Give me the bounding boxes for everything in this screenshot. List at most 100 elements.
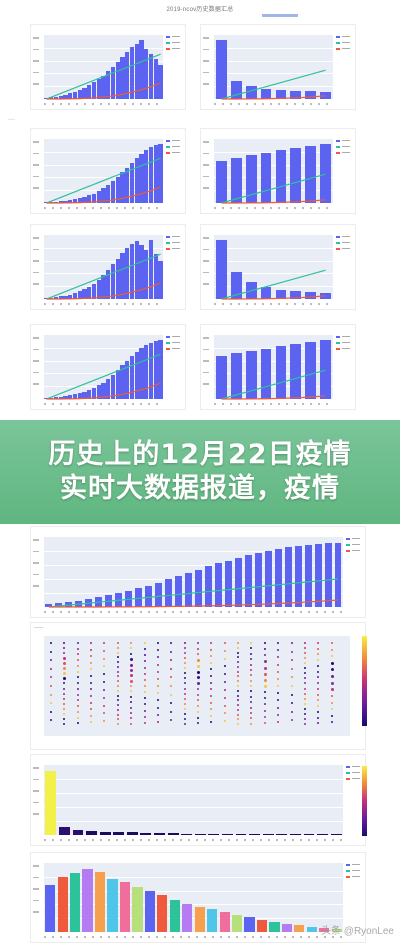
scatter-dot [170,685,173,687]
colorbar-1 [362,636,367,726]
scatter-dot [76,722,79,725]
plot-area [44,863,343,932]
chart-bar [153,58,158,99]
scatter-dot [263,685,267,688]
scatter-dot [250,674,253,677]
scatter-dot [210,655,213,658]
y-axis [33,337,41,397]
scatter-dot [116,694,119,697]
scatter-dot [250,722,253,725]
y-axis [33,237,41,297]
chart-bar [87,195,92,203]
y-axis [33,141,41,201]
scatter-dot [317,670,320,673]
chart-bar [290,343,302,399]
chart-panel-8 [200,324,356,410]
scatter-dot [116,718,119,721]
chart-bar [45,604,53,607]
series-line [46,83,160,99]
chart-bar [101,75,106,99]
watermark: 头条 @RyonLee [321,926,394,937]
scatter-dot [143,672,146,675]
scatter-dot [303,707,306,710]
series-line [221,296,325,299]
x-axis [44,936,343,938]
title-link[interactable] [262,14,298,17]
scatter-dot [303,657,306,660]
scatter-dot [223,712,226,715]
x-axis [214,103,333,105]
scatter-dot [250,711,253,714]
scatter-dot [197,682,200,686]
chart-bar [68,200,73,203]
scatter-dot [290,642,293,644]
chart-panel-7 [30,324,186,410]
scatter-dot [277,677,280,680]
scatter-dot [63,682,66,685]
chart-bar [58,95,63,99]
trend-lines [44,335,163,399]
trend-lines [44,139,163,203]
scatter-dot [143,660,146,663]
chart-bar [281,923,293,932]
scatter-dot [317,722,320,725]
scatter-dot [290,719,293,722]
chart-bar [158,260,163,299]
scatter-dot [76,647,79,650]
scatter-dot [143,666,146,669]
colorbar-2 [362,766,367,836]
chart-bar [324,543,332,607]
chart-bar [194,833,206,835]
chart-bar [125,167,130,203]
scatter-dot [197,722,199,725]
scatter-dot [237,699,240,702]
scatter-dot [116,675,119,678]
scatter-dot [210,648,213,651]
scatter-dot [290,710,293,713]
chart-bar [305,292,317,299]
chart-bar [154,833,165,835]
scatter-dot [116,699,119,702]
scatter-dot [130,679,134,683]
scatter-dot [303,722,306,725]
scatter-dot [290,659,293,662]
scatter-dot [263,660,267,664]
scatter-dot [76,659,79,662]
scatter-dot [250,668,253,671]
chart-bar [169,899,180,932]
chart-bar [334,542,342,607]
chart-bar [110,264,116,299]
chart-bar [115,62,120,99]
chart-panel-5 [30,224,186,310]
chart-bar [244,555,252,607]
scatter-dot [250,679,253,682]
chart-bar [264,550,272,607]
chart-bar [68,294,73,299]
scatter-dot [197,653,199,656]
chart-bar [305,91,317,99]
scatter-dot [330,708,333,711]
chart-bar [68,395,73,399]
scatter-dot [317,716,320,719]
scatter-dot [237,651,240,654]
chart-bar [134,43,139,99]
scatter-dot [116,680,119,683]
scatter-dot [317,664,320,667]
scatter-dot [103,688,106,691]
scatter-dot [156,677,159,680]
chart-bar [58,296,63,299]
scatter-dot [130,685,133,687]
chart-bar [158,340,163,399]
chart-bar [63,94,68,99]
scatter-dot [317,682,320,685]
chart-panel-wide [30,526,366,618]
scatter-dot [90,675,93,678]
scatter-dot [330,675,334,679]
chart-bar [167,833,179,835]
scatter-dot [303,682,306,685]
chart-bar [106,378,111,399]
chart-bar [129,243,135,299]
plot-area [214,35,333,99]
scatter-dot [277,720,280,723]
chart-bar [94,871,106,932]
